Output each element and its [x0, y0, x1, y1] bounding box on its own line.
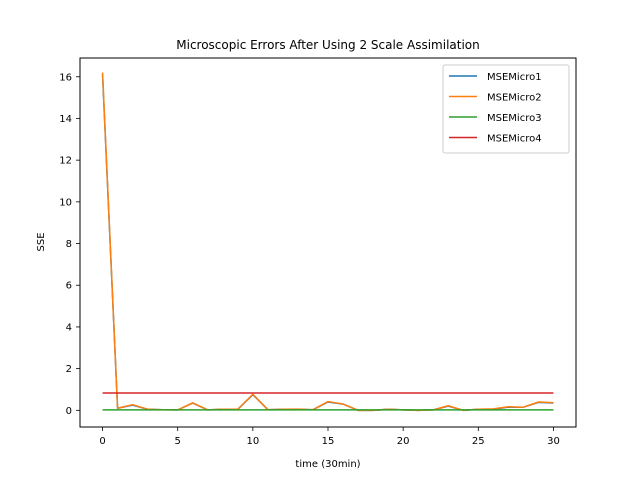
legend-label-2: MSEMicro2 [487, 93, 542, 104]
x-tick-label: 15 [322, 436, 335, 447]
legend-label-4: MSEMicro4 [487, 134, 542, 145]
chart-title: Microscopic Errors After Using 2 Scale A… [176, 38, 480, 52]
legend-label-1: MSEMicro1 [487, 72, 542, 83]
x-tick-label: 20 [397, 436, 410, 447]
x-tick-label: 30 [547, 436, 560, 447]
series-lines [101, 72, 554, 412]
x-tick-label: 0 [99, 436, 105, 447]
x-tick-label: 5 [175, 436, 181, 447]
x-axis-label: time (30min) [295, 459, 360, 470]
legend-box [442, 64, 570, 154]
x-axis: 0 5 10 15 20 25 30 [99, 427, 560, 447]
y-tick-label: 0 [66, 406, 72, 417]
y-axis: 0 2 4 6 8 10 12 14 16 [59, 72, 80, 417]
x-tick-label: 25 [472, 436, 485, 447]
y-tick-label: 8 [66, 239, 72, 250]
legend-label-3: MSEMicro3 [487, 113, 542, 124]
y-tick-label: 4 [66, 322, 72, 333]
y-tick-label: 2 [66, 364, 72, 375]
y-tick-label: 14 [59, 114, 72, 125]
y-tick-label: 12 [59, 156, 72, 167]
y-axis-label: SSE [36, 232, 47, 251]
y-tick-label: 6 [66, 281, 72, 292]
y-tick-label: 16 [59, 72, 72, 83]
legend: MSEMicro1 MSEMicro2 MSEMicro3 MSEMicro4 [442, 64, 570, 154]
x-tick-label: 10 [246, 436, 259, 447]
y-tick-label: 10 [59, 197, 72, 208]
